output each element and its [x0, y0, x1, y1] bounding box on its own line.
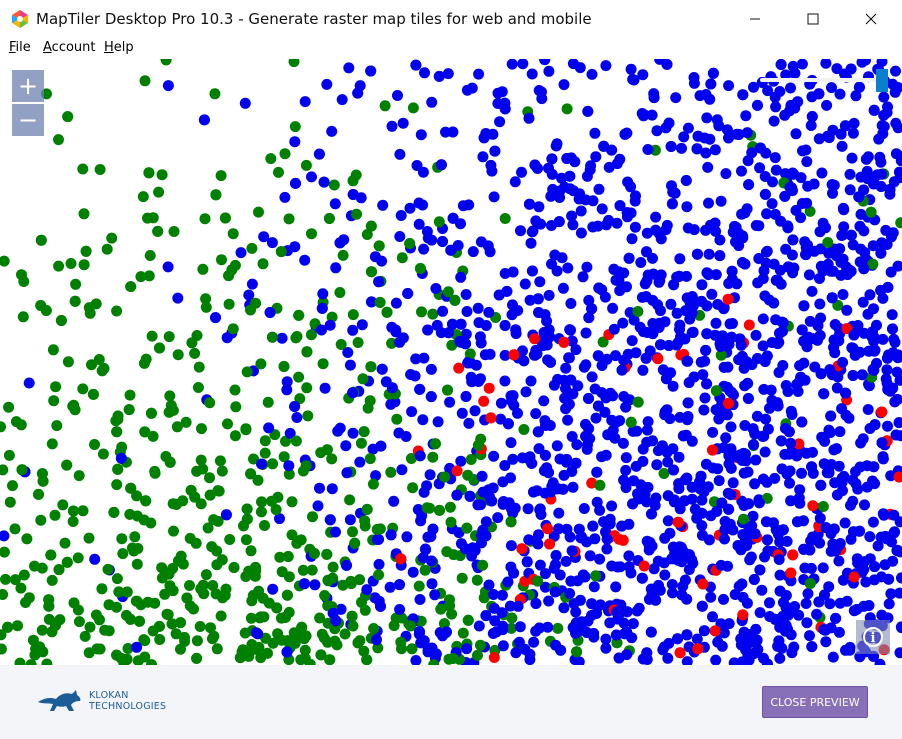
- menu-bar: File Account Help: [0, 38, 902, 59]
- menu-help-label: elp: [113, 40, 134, 55]
- logo-line2: TECHNOLOGIES: [89, 701, 167, 712]
- close-icon: [865, 13, 877, 25]
- title-bar: MapTiler Desktop Pro 10.3 - Generate ras…: [0, 0, 902, 38]
- menu-account-mnemonic: A: [43, 40, 52, 55]
- menu-help[interactable]: Help: [104, 40, 134, 55]
- menu-file[interactable]: File: [9, 40, 31, 55]
- minimize-button[interactable]: [726, 0, 784, 38]
- zoom-in-button[interactable]: +: [12, 70, 44, 102]
- map-preview[interactable]: + − i: [0, 59, 902, 665]
- menu-file-mnemonic: F: [9, 40, 16, 55]
- opacity-slider-track[interactable]: [760, 78, 878, 82]
- footer-bar: KLOKAN TECHNOLOGIES CLOSE PREVIEW: [0, 665, 902, 739]
- maximize-icon: [807, 13, 819, 25]
- kangaroo-icon: [38, 690, 81, 711]
- maptiler-app-icon: [12, 10, 28, 28]
- close-window-button[interactable]: [842, 0, 900, 38]
- klokan-logo: KLOKAN TECHNOLOGIES: [36, 688, 166, 714]
- menu-account[interactable]: Account: [43, 40, 96, 55]
- map-points-layer: [0, 59, 902, 665]
- zoom-out-button[interactable]: −: [12, 104, 44, 136]
- minimize-icon: [750, 18, 760, 20]
- logo-line1: KLOKAN: [89, 690, 129, 701]
- opacity-slider-handle[interactable]: [876, 69, 888, 92]
- menu-account-label: ccount: [51, 40, 96, 55]
- window-title: MapTiler Desktop Pro 10.3 - Generate ras…: [36, 10, 592, 28]
- info-button[interactable]: i: [856, 620, 890, 654]
- close-preview-button[interactable]: CLOSE PREVIEW: [762, 686, 868, 718]
- menu-help-mnemonic: H: [104, 40, 114, 55]
- info-icon: i: [863, 627, 883, 647]
- info-icon-glyph: i: [871, 631, 876, 646]
- maximize-button[interactable]: [784, 0, 842, 38]
- menu-file-label: ile: [15, 40, 31, 55]
